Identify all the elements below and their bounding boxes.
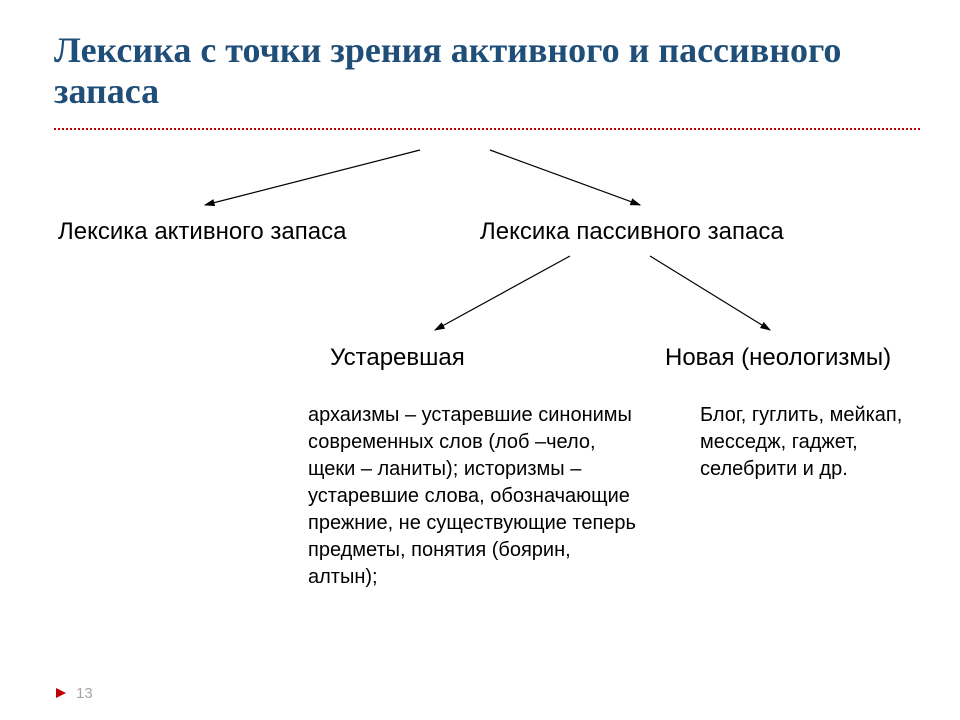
desc-new: Блог, гуглить, мейкап, месседж, гаджет, … — [700, 402, 920, 483]
arrow-line — [650, 256, 770, 330]
node-new: Новая (неологизмы) — [665, 344, 891, 372]
page-number: 13 — [76, 685, 93, 702]
node-passive-lexicon: Лексика пассивного запаса — [480, 218, 784, 246]
footer-bullet-icon — [54, 686, 68, 700]
desc-outdated: архаизмы – устаревшие синонимы современн… — [308, 402, 638, 591]
slide: Лексика с точки зрения активного и пасси… — [0, 0, 960, 720]
node-outdated: Устаревшая — [330, 344, 465, 372]
node-active-lexicon: Лексика активного запаса — [58, 218, 346, 246]
